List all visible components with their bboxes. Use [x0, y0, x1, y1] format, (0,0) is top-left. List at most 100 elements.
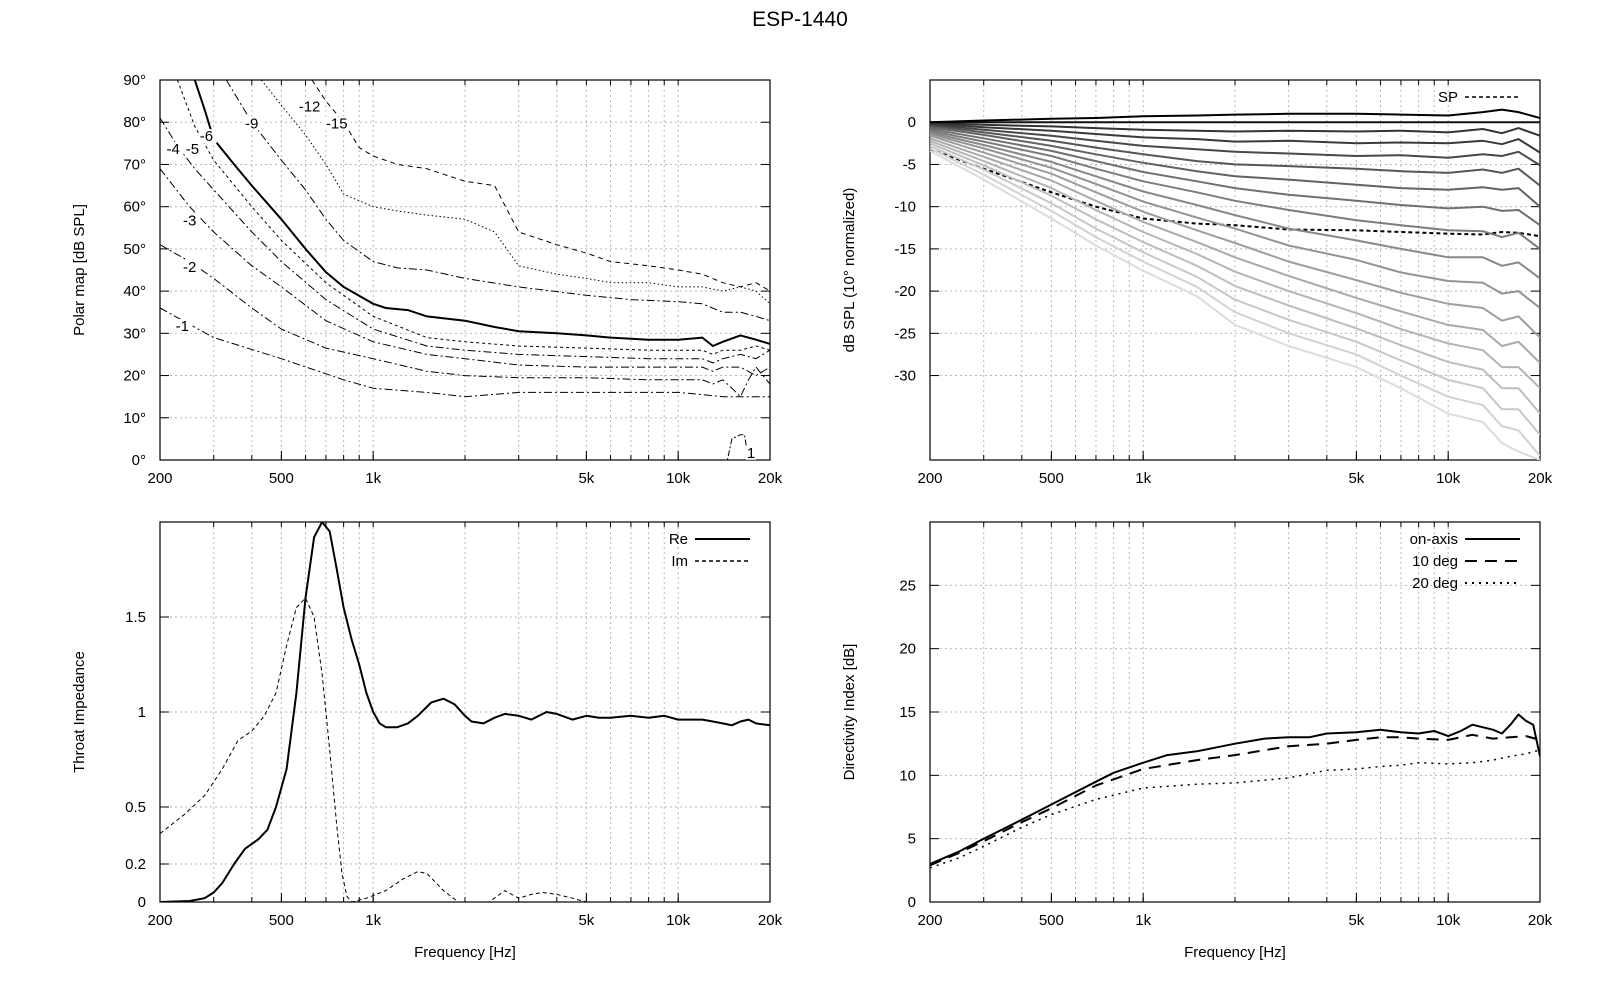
contour-line — [193, 80, 770, 348]
x-tick-label: 1k — [1135, 470, 1151, 487]
contour-line — [160, 117, 770, 364]
figure-title: ESP-1440 — [752, 8, 848, 31]
spl-panel: 200 500 1k 5k 10k 20k 0 -5 -10 -15 -20 -25 -30 dB SPL… — [841, 79, 1553, 487]
spl-curve — [930, 129, 1540, 250]
y-tick-label: 0 — [908, 114, 916, 131]
x-tick-label: 20k — [758, 470, 783, 487]
x-tick-label: 500 — [1039, 912, 1064, 929]
x-tick-label: 1k — [1135, 912, 1151, 929]
y-tick-label: -25 — [894, 325, 916, 342]
contour-label: -4 — [166, 141, 179, 158]
spl-curve — [930, 139, 1540, 389]
legend-label: SP — [1438, 89, 1458, 106]
contour-line — [311, 80, 770, 292]
y-tick-label: -15 — [894, 241, 916, 258]
x-tick-label: 20k — [1528, 912, 1553, 929]
impedance-curves — [160, 522, 770, 902]
contour-line — [225, 80, 770, 322]
x-tick-label: 1k — [365, 470, 381, 487]
spl-curve — [930, 147, 1540, 457]
contour-label-bg — [174, 319, 193, 334]
x-tick-label: 200 — [917, 470, 942, 487]
y-tick-label: 90° — [123, 72, 146, 89]
directivity-curve — [930, 733, 1540, 867]
directivity-panel: 200 500 1k 5k 10k 20k 0 5 10 15 20 25 Directivity In… — [841, 521, 1553, 961]
spl-curve — [930, 144, 1540, 436]
y-tick-label: 50° — [123, 241, 146, 258]
x-tick-label: 500 — [269, 470, 294, 487]
directivity-curve — [930, 749, 1540, 869]
spl-curve — [930, 122, 1540, 154]
x-tick-label: 5k — [1348, 470, 1364, 487]
y-tick-label: 1 — [138, 704, 146, 721]
legend-label: 20 deg — [1412, 575, 1458, 592]
contour-label-bg — [244, 116, 263, 131]
x-tick-label: 500 — [1039, 470, 1064, 487]
legend-label: on-axis — [1410, 531, 1458, 548]
contour-label: -2 — [183, 259, 196, 276]
spl-curve — [930, 128, 1540, 227]
x-tick-label: 1k — [365, 912, 381, 929]
y-tick-label: 0 — [908, 894, 916, 911]
x-tick-label: 5k — [578, 470, 594, 487]
y-tick-label: -30 — [894, 368, 916, 385]
contour-line — [160, 244, 770, 398]
contour-line — [160, 168, 770, 377]
x-axis-label: Frequency [Hz] — [1184, 944, 1286, 961]
contour-label: -3 — [183, 213, 196, 230]
spl-curve — [930, 131, 1540, 280]
directivity-curves — [930, 713, 1540, 869]
spl-curve — [930, 133, 1540, 309]
x-tick-label: 5k — [1348, 912, 1364, 929]
x-axis-label: Frequency [Hz] — [414, 944, 516, 961]
polar-map-panel: 200 500 1k 5k 10k 20k 0° 10° 20° 30° 40° 50° 60° 70° 8… — [71, 72, 783, 487]
x-tick-label: 20k — [1528, 470, 1553, 487]
spl-curve — [930, 122, 1540, 137]
spl-curve — [930, 124, 1540, 187]
x-tick-label: 5k — [578, 912, 594, 929]
y-tick-label: 30° — [123, 325, 146, 342]
x-tick-label: 200 — [917, 912, 942, 929]
impedance-curve — [160, 597, 587, 902]
y-tick-label: 20° — [123, 368, 146, 385]
contour-label-bg — [165, 141, 184, 156]
spl-curve — [930, 137, 1540, 364]
contour-label: -9 — [245, 115, 258, 132]
impedance-panel: 200 500 1k 5k 10k 20k 0 0.2 0.5 1 1.5 Throat Impeda… — [71, 521, 783, 961]
contour-label: -12 — [299, 99, 321, 116]
y-axis-label: Polar map [dB SPL] — [71, 204, 88, 336]
spl-curves — [930, 108, 1540, 460]
y-tick-label: 80° — [123, 114, 146, 131]
spl-curve — [930, 134, 1540, 339]
y-tick-label: 0° — [132, 452, 146, 469]
x-tick-label: 200 — [147, 912, 172, 929]
contour-label-bg — [184, 141, 203, 156]
contour-label: -1 — [176, 318, 189, 335]
contour-line — [176, 80, 770, 355]
y-tick-label: 40° — [123, 283, 146, 300]
contour-line — [726, 434, 749, 460]
legend-label: Im — [671, 553, 688, 570]
x-tick-label: 200 — [147, 470, 172, 487]
y-axis-label: Throat Impedance — [71, 651, 88, 773]
y-tick-label: 70° — [123, 156, 146, 173]
contour-label: -6 — [200, 128, 213, 145]
spl-curve — [930, 108, 1540, 124]
contour-label-bg — [198, 129, 217, 144]
spl-curve — [930, 123, 1540, 167]
contour-line — [261, 80, 770, 305]
y-tick-label: 5 — [908, 831, 916, 848]
x-tick-label: 10k — [666, 470, 691, 487]
contour-label: -15 — [326, 115, 348, 132]
y-tick-label: 15 — [899, 704, 916, 721]
y-tick-label: -5 — [903, 156, 916, 173]
y-axis-label: Directivity Index [dB] — [841, 644, 858, 781]
contour-line — [160, 307, 770, 398]
spl-curve — [930, 148, 1540, 238]
legend-label: 10 deg — [1412, 553, 1458, 570]
y-tick-label: 0.5 — [125, 799, 146, 816]
y-tick-label: -10 — [894, 199, 916, 216]
y-tick-label: 0 — [138, 894, 146, 911]
contour-label-bg — [324, 116, 351, 131]
